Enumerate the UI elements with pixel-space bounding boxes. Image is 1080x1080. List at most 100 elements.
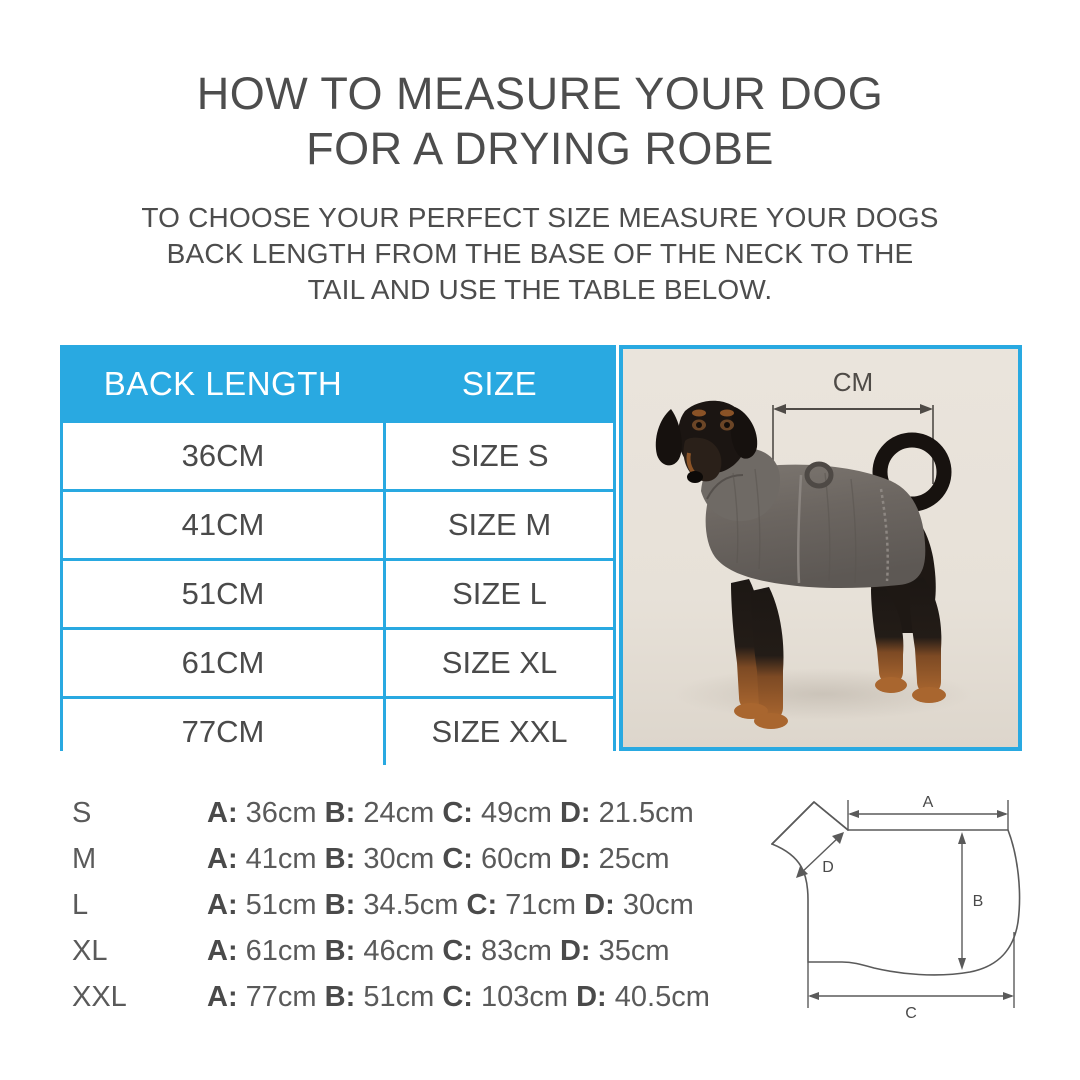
dog-brow-marking-left <box>692 409 706 417</box>
page-subtitle-line-3: TAIL AND USE THE TABLE BELOW. <box>307 274 773 305</box>
measurement-key-a: A: <box>207 889 238 921</box>
d-arrow-line <box>799 835 841 875</box>
cell-size: SIZE M <box>384 489 613 560</box>
dog-brow-marking-right <box>720 409 734 417</box>
measurement-value-a: 51cm <box>245 889 317 921</box>
measurement-key-d: D: <box>559 935 591 967</box>
table-header-row: BACK LENGTH SIZE <box>63 348 613 422</box>
robe-handle-loop <box>804 461 834 489</box>
table-row: 36CM SIZE S <box>63 420 613 491</box>
dog-rear-leg-far <box>909 577 942 693</box>
collar-outline <box>771 801 849 845</box>
measurement-key-a: A: <box>207 843 238 875</box>
dog-pupil-right <box>724 422 730 428</box>
dimension-d <box>796 832 844 878</box>
cell-size: SIZE XL <box>384 627 613 698</box>
page-title: HOW TO MEASURE YOUR DOG FOR A DRYING ROB… <box>0 66 1080 176</box>
page-subtitle-line-1: TO CHOOSE YOUR PERFECT SIZE MEASURE YOUR… <box>141 202 939 233</box>
dog-front-leg-near <box>751 587 784 719</box>
dog-paw-front-far <box>734 703 768 719</box>
measurement-value-d: 25cm <box>598 843 670 875</box>
measurement-value-a: 36cm <box>245 797 317 829</box>
measurement-key-d: D: <box>559 797 591 829</box>
measurement-size-label: S <box>72 797 92 829</box>
measurement-key-c: C: <box>442 981 473 1013</box>
dimension-c <box>807 932 1015 1008</box>
table-row: 41CM SIZE M <box>63 489 613 560</box>
garment-diagram: A B C D <box>756 782 1056 1032</box>
measurement-key-b: B: <box>324 797 356 829</box>
measurement-value-b: 24cm <box>363 797 435 829</box>
cell-size: SIZE L <box>384 558 613 629</box>
dimension-label-d: D <box>822 859 834 876</box>
garment-diagram-svg: A B C D <box>771 794 1021 1022</box>
measurement-key-d: D: <box>559 843 591 875</box>
measurement-value-c: 60cm <box>480 843 552 875</box>
a-arrowhead-left <box>848 810 859 818</box>
dog-pupil-left <box>696 422 702 428</box>
size-table: BACK LENGTH SIZE 36CM SIZE S 41CM SIZE M… <box>63 348 613 765</box>
measurement-value-c: 71cm <box>505 889 577 921</box>
measurement-size-label: L <box>72 889 89 921</box>
measurement-value-d: 40.5cm <box>614 981 710 1013</box>
table-row: 61CM SIZE XL <box>63 627 613 698</box>
measurement-values: A: 51cm B: 34.5cm C: 71cm D: 30cm <box>207 882 694 928</box>
dog-paw-rear-far <box>912 687 946 703</box>
measurement-value-d: 21.5cm <box>598 797 694 829</box>
dog-ear-left <box>655 409 682 466</box>
measurement-value-c: 103cm <box>480 981 569 1013</box>
measurement-value-d: 35cm <box>598 935 670 967</box>
dog-rear-leg-near <box>871 587 904 683</box>
measurement-value-a: 41cm <box>245 843 317 875</box>
b-arrowhead-top <box>958 832 966 844</box>
size-table-head: BACK LENGTH SIZE <box>63 348 613 422</box>
dimension-label-c: C <box>905 1005 917 1022</box>
measurement-size-label: XL <box>72 935 108 967</box>
cell-back-length: 61CM <box>63 627 386 698</box>
dog-photo-illustration: CM <box>623 349 1018 747</box>
measurement-value-c: 83cm <box>480 935 552 967</box>
cell-back-length: 41CM <box>63 489 386 560</box>
dimension-b <box>958 832 966 970</box>
b-arrowhead-bottom <box>958 958 966 970</box>
measurement-values: A: 61cm B: 46cm C: 83cm D: 35cm <box>207 928 670 974</box>
measurement-size-label: XXL <box>72 981 127 1013</box>
measurement-key-c: C: <box>466 889 498 921</box>
measurement-row: XXL A: 77cm B: 51cm C: 103cm D: 40.5cm <box>72 974 752 1020</box>
measurement-key-c: C: <box>442 797 473 829</box>
d-arrowhead-lower <box>796 866 808 878</box>
measurement-row: M A: 41cm B: 30cm C: 60cm D: 25cm <box>72 836 752 882</box>
measurement-key-b: B: <box>324 981 356 1013</box>
measurement-key-c: C: <box>442 843 473 875</box>
measurement-values: A: 41cm B: 30cm C: 60cm D: 25cm <box>207 836 670 882</box>
cm-label: CM <box>833 367 873 397</box>
measurement-row: S A: 36cm B: 24cm C: 49cm D: 21.5cm <box>72 790 752 836</box>
dog-ear-right <box>730 407 758 459</box>
measurement-value-d: 30cm <box>622 889 694 921</box>
size-table-container: BACK LENGTH SIZE 36CM SIZE S 41CM SIZE M… <box>60 345 616 765</box>
c-arrowhead-left <box>808 992 819 1000</box>
cell-back-length: 51CM <box>63 558 386 629</box>
measurement-list: S A: 36cm B: 24cm C: 49cm D: 21.5cm M A:… <box>72 790 752 1020</box>
dimension-label-a: A <box>923 794 934 811</box>
c-arrowhead-right <box>1003 992 1014 1000</box>
measurement-key-b: B: <box>324 889 356 921</box>
robe-fold-lines <box>732 468 857 584</box>
measurement-key-a: A: <box>207 935 238 967</box>
measurement-values: A: 77cm B: 51cm C: 103cm D: 40.5cm <box>207 974 710 1020</box>
column-header-size: SIZE <box>384 348 613 422</box>
robe-seam <box>796 474 803 584</box>
page-subtitle: TO CHOOSE YOUR PERFECT SIZE MEASURE YOUR… <box>0 200 1080 308</box>
dog-paw-front-near <box>754 713 788 729</box>
cm-arrowhead-right <box>920 404 933 414</box>
measurement-value-c: 49cm <box>480 797 552 829</box>
measurement-value-a: 77cm <box>245 981 317 1013</box>
page-subtitle-line-2: BACK LENGTH FROM THE BASE OF THE NECK TO… <box>166 238 914 269</box>
cell-back-length: 77CM <box>63 696 386 765</box>
garment-body-outline <box>771 829 1021 976</box>
measurement-key-a: A: <box>207 981 238 1013</box>
measurement-key-b: B: <box>324 935 356 967</box>
measurement-key-d: D: <box>584 889 615 921</box>
dog-paw-rear-near <box>875 677 907 693</box>
cell-back-length: 36CM <box>63 420 386 491</box>
